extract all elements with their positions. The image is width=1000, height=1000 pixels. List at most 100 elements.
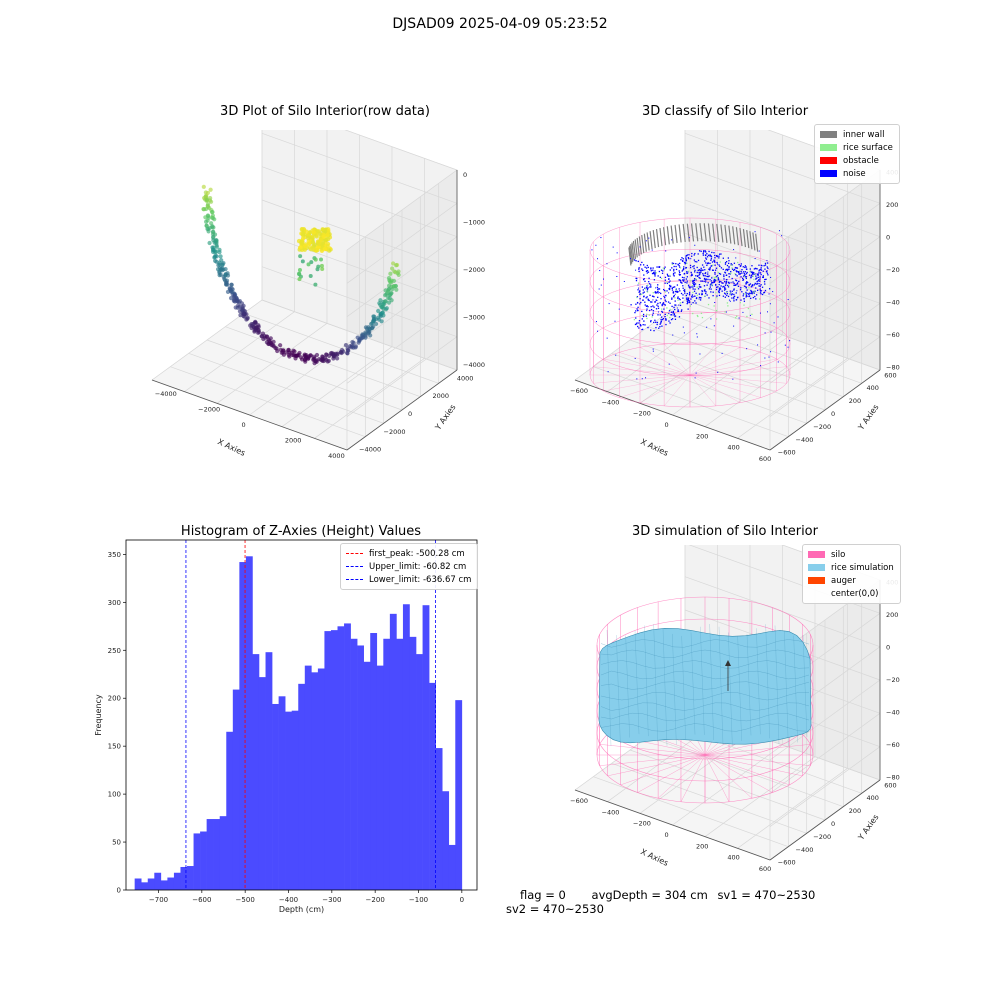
z-tick-label: −2000 bbox=[463, 266, 485, 274]
noise-point bbox=[753, 272, 755, 274]
legend-item-noise: noise bbox=[820, 167, 893, 180]
scatter-point bbox=[214, 249, 219, 254]
histogram-bar bbox=[239, 562, 247, 890]
scatter-point bbox=[363, 330, 368, 335]
noise-point bbox=[652, 269, 654, 271]
noise-point bbox=[733, 249, 735, 251]
noise-point bbox=[747, 281, 749, 284]
noise-point bbox=[750, 275, 753, 277]
noise-point bbox=[736, 290, 738, 292]
surface-mesh-line bbox=[634, 630, 640, 735]
noise-point bbox=[664, 297, 666, 299]
noise-point bbox=[749, 283, 752, 285]
noise-point bbox=[768, 293, 770, 295]
noise-point bbox=[698, 269, 701, 271]
noise-point bbox=[718, 281, 720, 283]
noise-point bbox=[668, 363, 670, 365]
noise-point bbox=[691, 296, 693, 298]
inner-wall-point bbox=[699, 223, 703, 242]
noise-point bbox=[682, 297, 684, 299]
grid-line bbox=[769, 203, 881, 284]
noise-point bbox=[644, 304, 646, 306]
silo-floor-line bbox=[689, 347, 741, 376]
noise-point bbox=[667, 275, 670, 277]
noise-point bbox=[669, 322, 671, 324]
noise-point bbox=[710, 259, 712, 261]
noise-point bbox=[709, 267, 711, 269]
x-tick-label: 200 bbox=[696, 432, 708, 440]
noise-point bbox=[730, 294, 733, 296]
noise-point bbox=[645, 286, 648, 289]
noise-point bbox=[673, 314, 675, 316]
noise-point bbox=[697, 259, 700, 262]
noise-point bbox=[727, 257, 729, 259]
noise-point bbox=[714, 279, 717, 281]
noise-point bbox=[649, 309, 651, 312]
noise-point bbox=[645, 305, 648, 307]
z-tick-label: −1000 bbox=[463, 218, 485, 226]
grid-line bbox=[261, 299, 458, 371]
scatter-point bbox=[211, 238, 216, 243]
scatter-point bbox=[215, 267, 221, 272]
noise-point bbox=[726, 294, 728, 297]
noise-point bbox=[710, 288, 712, 290]
noise-point bbox=[664, 289, 666, 292]
noise-point bbox=[647, 326, 649, 329]
noise-point bbox=[637, 306, 639, 309]
scatter-point bbox=[386, 288, 391, 294]
noise-point bbox=[751, 284, 754, 286]
noise-point bbox=[669, 269, 671, 271]
scatter-point bbox=[331, 351, 336, 356]
rice-surface-point bbox=[743, 276, 746, 278]
legend-item-first-peak: first_peak: -500.28 cm bbox=[346, 547, 471, 560]
scatter-point bbox=[370, 325, 375, 331]
noise-point bbox=[700, 267, 702, 269]
histogram-bar bbox=[409, 636, 417, 890]
noise-point bbox=[683, 279, 685, 281]
noise-point bbox=[757, 274, 760, 276]
noise-point bbox=[688, 237, 690, 239]
noise-point bbox=[659, 292, 661, 294]
silo-floor-line bbox=[689, 343, 717, 376]
noise-point bbox=[641, 261, 643, 264]
scatter-point bbox=[310, 240, 316, 245]
scatter-point bbox=[274, 346, 279, 351]
silo-floor-line bbox=[620, 754, 706, 786]
noise-point bbox=[656, 291, 658, 293]
histogram-bar bbox=[160, 880, 168, 890]
noise-point bbox=[654, 319, 656, 321]
noise-point bbox=[660, 292, 662, 295]
noise-point bbox=[688, 254, 690, 256]
sv2-value: sv2 = 470~2530 bbox=[506, 902, 604, 916]
noise-point bbox=[677, 296, 679, 298]
noise-point bbox=[707, 262, 709, 265]
histogram-bar bbox=[213, 819, 221, 890]
scatter-point bbox=[393, 270, 398, 275]
inner-wall-point bbox=[716, 223, 720, 243]
legend-item-auger: auger bbox=[808, 574, 894, 587]
noise-point bbox=[688, 293, 691, 295]
noise-point bbox=[762, 276, 765, 279]
noise-point bbox=[694, 269, 696, 271]
noise-point bbox=[702, 274, 705, 276]
silo-floor-line bbox=[619, 374, 691, 398]
noise-point bbox=[645, 240, 647, 242]
noise-point bbox=[754, 282, 756, 285]
scatter-point bbox=[229, 282, 234, 287]
noise-point bbox=[707, 278, 709, 281]
noise-point bbox=[744, 275, 746, 278]
noise-point bbox=[662, 302, 664, 305]
noise-point bbox=[686, 272, 689, 274]
legend-item-rice-surface: rice surface bbox=[820, 141, 893, 154]
scatter-point bbox=[311, 230, 316, 235]
noise-point bbox=[729, 300, 731, 302]
noise-point bbox=[714, 257, 716, 259]
inner-wall-point bbox=[631, 242, 635, 261]
noise-point bbox=[726, 292, 729, 295]
z-tick-label: −600 bbox=[886, 331, 900, 339]
noise-point bbox=[759, 278, 761, 280]
noise-point bbox=[682, 268, 685, 270]
rice-surface-point bbox=[663, 269, 665, 271]
noise-point bbox=[642, 292, 644, 294]
silo-floor-line bbox=[689, 374, 787, 384]
